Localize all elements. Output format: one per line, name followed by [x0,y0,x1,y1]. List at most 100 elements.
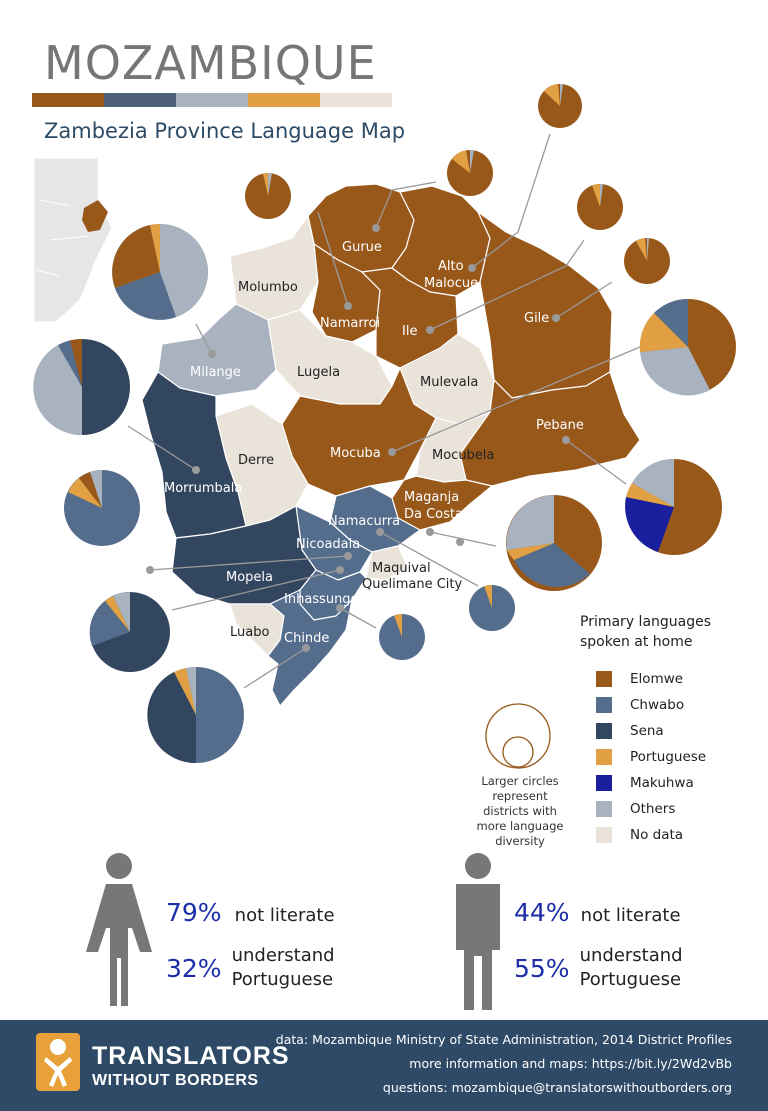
pie-alto-malocue [538,83,582,128]
legend-item: Elomwe [580,666,750,692]
female-portuguese-text-1: understand [231,945,335,966]
legend-swatch [596,723,612,739]
label-morrumbala: Morrumbala [164,481,242,496]
legend-label: No data [630,827,684,843]
label-nicoadala: Nicoadala [296,537,360,552]
legend-item: Makuhwa [580,770,750,796]
circle-size-note: Larger circles represent districts with … [476,774,564,848]
pie-chinde [147,666,244,764]
legend-swatch [596,775,612,791]
legend-label: Portuguese [630,749,707,765]
pie-namarroi [577,183,623,230]
label-luabo: Luabo [230,625,269,640]
district-namarroi [311,243,381,343]
palette-swatch [32,93,104,107]
female-illiteracy-stat: 79% not literate [166,898,335,928]
locator-lines [35,199,89,277]
leader-lines [127,133,681,689]
language-legend: Primary languages spoken at home Elomwe C… [580,612,750,848]
legend-title-line2: spoken at home [580,634,693,650]
female-icon [86,853,152,1006]
label-mocuba: Mocuba [330,446,381,461]
leader-dots [146,224,570,652]
legend-title: Primary languages spoken at home [580,612,750,652]
label-inhassunge: Inhassunge [284,592,359,607]
female-portuguese-stat: 32% understand Portuguese [166,944,335,992]
male-portuguese-text-2: Portuguese [579,969,682,990]
page-title: MOZAMBIQUE [44,36,377,90]
label-gile: Gile [524,311,549,326]
data-source-text: data: Mozambique Ministry of State Admin… [275,1032,732,1047]
map-subtitle: Zambezia Province Language Map [44,119,406,143]
palette-swatch [104,93,176,107]
mozambique-locator-inset [33,157,113,323]
female-portuguese-pct: 32% [166,953,222,983]
translators-logo-icon [36,1033,80,1091]
pie-morrumbala [33,338,130,436]
female-portuguese-text: understand Portuguese [232,944,335,992]
pie-maganja [625,458,722,555]
label-maganja-1: Maganja [404,490,459,505]
label-mopela: Mopela [226,570,273,585]
male-portuguese-text-1: understand [579,945,683,966]
legend-item: Portuguese [580,744,750,770]
brand-name-line2: WITHOUT BORDERS [92,1072,259,1089]
district-labels: Gurue Alto Malocue Molumbo Namarroi Ile … [164,240,584,646]
pie-nicoadala [89,592,170,672]
legend-title-line1: Primary languages [580,614,712,630]
logo-person-icon [44,1039,72,1087]
label-lugela: Lugela [297,365,340,380]
male-illiterate-pct: 44% [514,898,570,927]
pie-inhassunge [379,614,425,660]
district-molumbo [229,215,319,321]
palette-swatch [176,93,248,107]
male-icon [456,853,500,1010]
palette-swatch [248,93,320,107]
legend-label: Sena [630,723,664,739]
zambezia-locator-highlight [82,200,108,232]
color-palette-bar [32,93,392,107]
legend-item: Sena [580,718,750,744]
label-quelimane: Quelimane City [362,577,462,592]
label-chinde: Chinde [284,631,329,646]
label-maganja-2: Da Costa [404,507,463,522]
male-illiterate-text: not literate [580,905,681,926]
label-alto-malocue-1: Alto [438,259,464,274]
questions-email-link[interactable]: questions: mozambique@translatorswithout… [382,1080,732,1095]
label-alto-malocue-2: Malocue [424,276,478,291]
legend-item: No data [580,822,750,848]
legend-label: Makuhwa [630,775,694,791]
label-namarroi: Namarroi [320,316,380,331]
pie-ile [447,150,493,196]
legend-swatch [596,671,612,687]
label-ile: Ile [402,324,417,339]
size-legend-circles [485,703,551,769]
footer-bar: TRANSLATORS WITHOUT BORDERS data: Mozamb… [0,1020,768,1111]
label-maquival: Maquival [372,561,431,576]
pie-mocuba [506,495,602,591]
label-namacurra: Namacurra [328,514,400,529]
label-mulevala: Mulevala [420,375,478,390]
palette-swatch [320,93,392,107]
male-portuguese-stat: 55% understand Portuguese [514,944,683,992]
legend-swatch [596,801,612,817]
pie-milange [112,223,208,320]
legend-swatch [596,697,612,713]
legend-item: Others [580,796,750,822]
pie-gurue [245,172,291,219]
legend-label: Elomwe [630,671,684,687]
more-info-link[interactable]: more information and maps: https://bit.l… [409,1056,732,1071]
pie-mopela [64,470,140,546]
brand-name-line1: TRANSLATORS [92,1042,290,1070]
zambezia-map: Gurue Alto Malocue Molumbo Namarroi Ile … [33,83,736,1010]
legend-label: Others [630,801,676,817]
label-molumbo: Molumbo [238,280,298,295]
female-illiterate-pct: 79% [166,898,222,927]
district-maquival [365,545,409,581]
label-milange: Milange [190,365,241,380]
pie-namacurra [469,584,515,631]
male-portuguese-text: understand Portuguese [580,944,683,992]
legend-swatch [596,749,612,765]
male-portuguese-pct: 55% [514,953,570,983]
female-illiterate-text: not literate [234,905,335,926]
